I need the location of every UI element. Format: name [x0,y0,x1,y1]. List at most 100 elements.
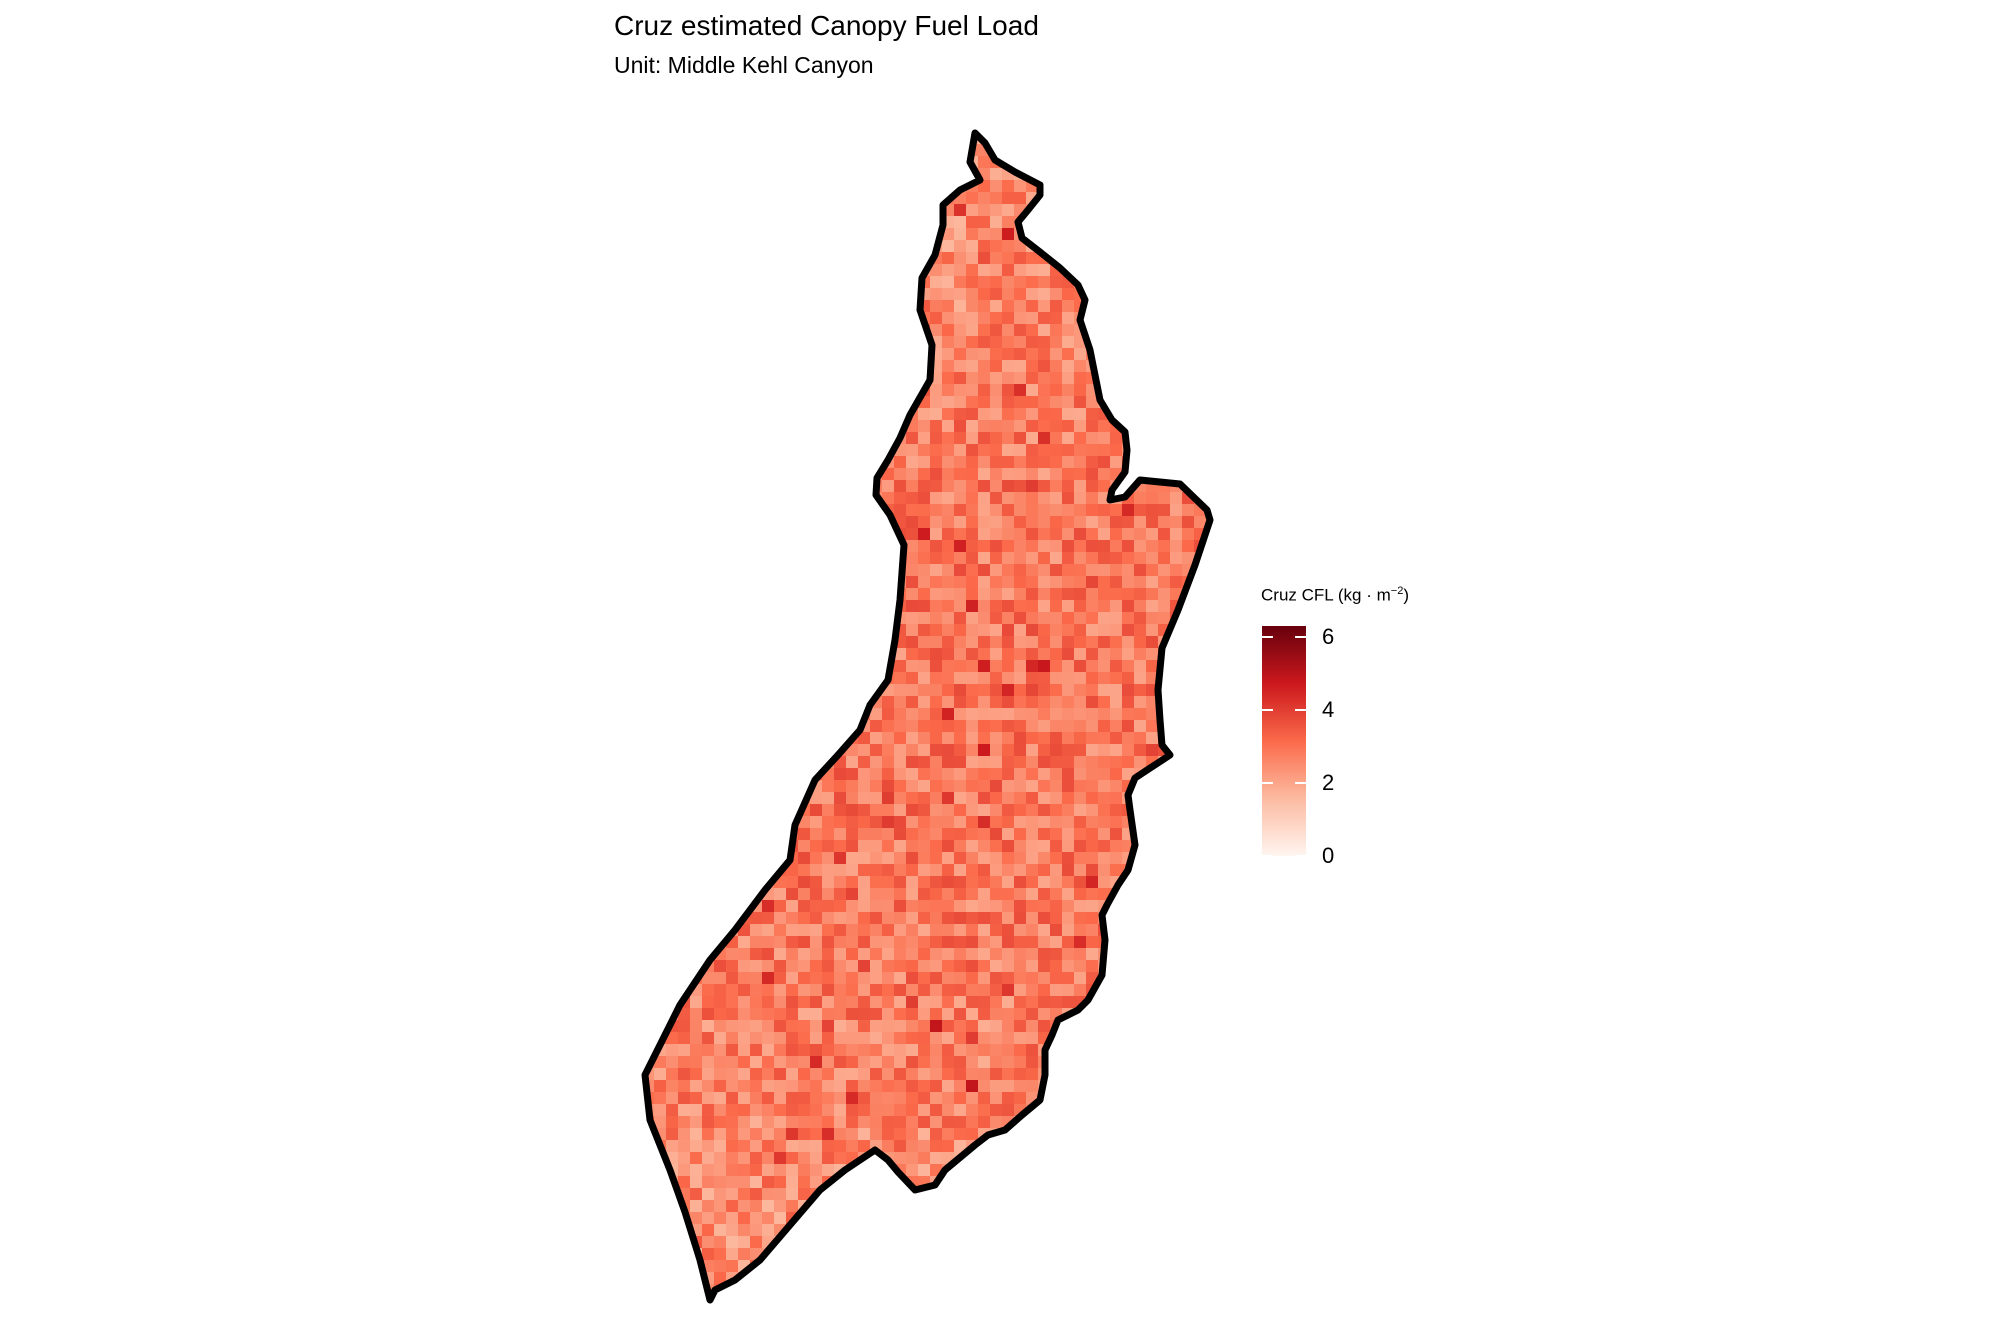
raster-cell [1098,732,1111,745]
raster-cell [978,588,991,601]
raster-cell [1002,1056,1015,1069]
raster-cell [894,792,907,805]
raster-cell [1086,864,1099,877]
raster-cell [1050,684,1063,697]
raster-cell [1014,612,1027,625]
raster-cell [882,792,895,805]
raster-cell [1170,852,1183,865]
raster-cell [954,408,967,421]
raster-cell [834,636,847,649]
raster-cell [786,324,799,337]
raster-cell [654,456,667,469]
raster-cell [798,1116,811,1129]
raster-cell [1158,900,1171,913]
raster-cell [1170,264,1183,277]
raster-cell [1086,1272,1099,1285]
raster-cell [666,840,679,853]
raster-cell [654,420,667,433]
raster-cell [1206,168,1210,181]
raster-cell [1074,912,1087,925]
raster-cell [870,588,883,601]
raster-cell [954,1080,967,1093]
raster-cell [990,432,1003,445]
raster-cell [1122,732,1135,745]
raster-cell [906,756,919,769]
raster-cell [954,996,967,1009]
raster-cell [870,852,883,865]
raster-cell [630,1308,643,1321]
raster-cell [966,732,979,745]
raster-cell [798,588,811,601]
raster-cell [906,1044,919,1057]
raster-cell [702,900,715,913]
raster-cell [1134,876,1147,889]
raster-cell [774,216,787,229]
raster-cell [858,1236,871,1249]
raster-cell [1038,528,1051,541]
raster-cell [1206,420,1210,433]
raster-cell [918,612,931,625]
raster-cell [1194,420,1207,433]
raster-cell [1026,408,1039,421]
raster-cell [966,1248,979,1261]
raster-cell [1038,696,1051,709]
raster-cell [690,252,703,265]
raster-cell [1086,432,1099,445]
raster-cell [942,120,955,133]
raster-cell [750,612,763,625]
raster-cell [1110,768,1123,781]
raster-cell [1182,1188,1195,1201]
raster-cell [1206,972,1210,985]
raster-cell [1002,372,1015,385]
raster-cell [1170,1272,1183,1285]
raster-cell [870,300,883,313]
raster-cell [954,864,967,877]
raster-cell [906,972,919,985]
raster-cell [810,756,823,769]
raster-cell [690,156,703,169]
raster-cell [882,204,895,217]
raster-cell [1062,540,1075,553]
raster-cell [1218,936,1231,949]
raster-cell [1038,312,1051,325]
raster-cell [1218,864,1231,877]
raster-cell [1062,492,1075,505]
raster-cell [1170,360,1183,373]
raster-cell [714,660,727,673]
raster-cell [1182,240,1195,253]
raster-cell [1110,648,1123,661]
raster-cell [654,696,667,709]
raster-cell [1098,636,1111,649]
raster-cell [1110,972,1123,985]
raster-cell [1218,984,1231,997]
raster-cell [966,540,979,553]
raster-cell [858,252,871,265]
raster-cell [1014,564,1027,577]
raster-cell [966,864,979,877]
raster-cell [1218,564,1231,577]
raster-cell [930,1296,943,1300]
raster-cell [738,1248,751,1261]
raster-cell [1050,780,1063,793]
raster-cell [1050,960,1063,973]
raster-cell [1134,552,1147,565]
raster-cell [786,864,799,877]
raster-cell [1014,1308,1027,1321]
raster-cell [1146,1032,1159,1045]
raster-cell [990,960,1003,973]
raster-cell [822,1260,835,1273]
raster-cell [1146,564,1159,577]
raster-cell [774,648,787,661]
raster-cell [666,300,679,313]
raster-cell [750,876,763,889]
raster-cell [1170,240,1183,253]
raster-cell [738,1140,751,1153]
raster-cell [1110,1236,1123,1249]
raster-cell [645,276,655,289]
raster-cell [882,1056,895,1069]
raster-cell [906,1236,919,1249]
raster-cell [1086,1164,1099,1177]
raster-cell [1014,504,1027,517]
raster-cell [978,480,991,493]
raster-cell [858,336,871,349]
